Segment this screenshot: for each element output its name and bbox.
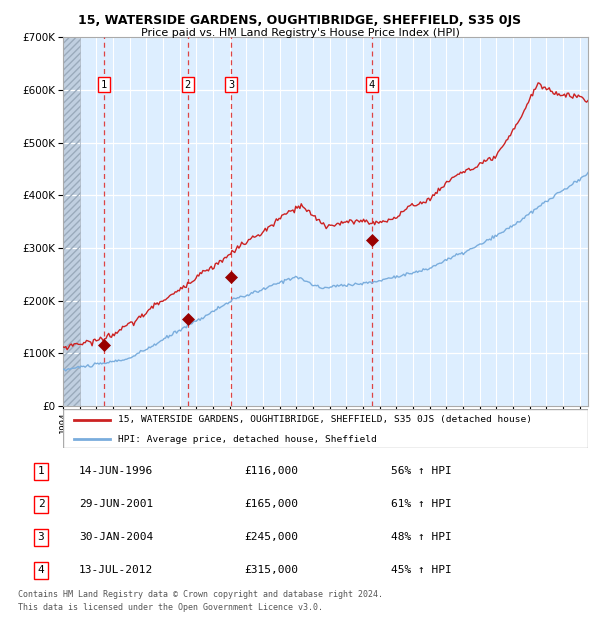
Text: 3: 3	[38, 533, 44, 542]
Text: 15, WATERSIDE GARDENS, OUGHTIBRIDGE, SHEFFIELD, S35 0JS: 15, WATERSIDE GARDENS, OUGHTIBRIDGE, SHE…	[79, 14, 521, 27]
Text: 48% ↑ HPI: 48% ↑ HPI	[391, 533, 452, 542]
Bar	[63, 37, 80, 406]
Text: 2: 2	[38, 499, 44, 509]
Text: 15, WATERSIDE GARDENS, OUGHTIBRIDGE, SHEFFIELD, S35 0JS (detached house): 15, WATERSIDE GARDENS, OUGHTIBRIDGE, SHE…	[118, 415, 532, 425]
Text: 30-JAN-2004: 30-JAN-2004	[79, 533, 153, 542]
Text: This data is licensed under the Open Government Licence v3.0.: This data is licensed under the Open Gov…	[18, 603, 323, 612]
Text: 45% ↑ HPI: 45% ↑ HPI	[391, 565, 452, 575]
Bar	[63, 37, 80, 406]
Text: 3: 3	[228, 79, 234, 90]
Text: 1: 1	[101, 79, 107, 90]
Text: 4: 4	[369, 79, 375, 90]
Text: Price paid vs. HM Land Registry's House Price Index (HPI): Price paid vs. HM Land Registry's House …	[140, 28, 460, 38]
Text: 13-JUL-2012: 13-JUL-2012	[79, 565, 153, 575]
Text: £116,000: £116,000	[244, 466, 298, 476]
Text: 14-JUN-1996: 14-JUN-1996	[79, 466, 153, 476]
Text: £315,000: £315,000	[244, 565, 298, 575]
Text: HPI: Average price, detached house, Sheffield: HPI: Average price, detached house, Shef…	[118, 435, 377, 444]
Text: 29-JUN-2001: 29-JUN-2001	[79, 499, 153, 509]
Text: £245,000: £245,000	[244, 533, 298, 542]
Text: 4: 4	[38, 565, 44, 575]
Text: 1: 1	[38, 466, 44, 476]
Text: 61% ↑ HPI: 61% ↑ HPI	[391, 499, 452, 509]
Text: £165,000: £165,000	[244, 499, 298, 509]
Text: 56% ↑ HPI: 56% ↑ HPI	[391, 466, 452, 476]
Text: Contains HM Land Registry data © Crown copyright and database right 2024.: Contains HM Land Registry data © Crown c…	[18, 590, 383, 600]
Text: 2: 2	[185, 79, 191, 90]
